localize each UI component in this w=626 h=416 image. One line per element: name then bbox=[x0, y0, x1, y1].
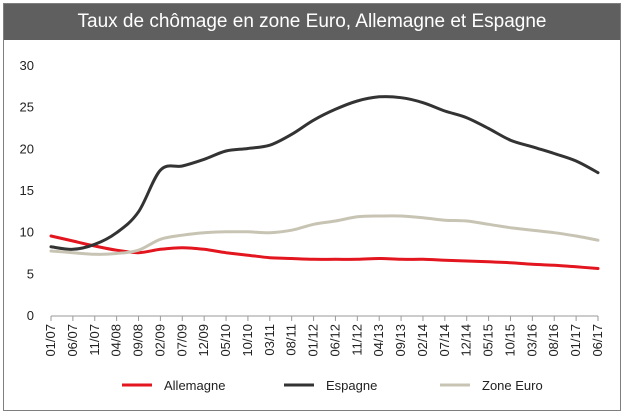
series-line-allemagne bbox=[49, 234, 600, 270]
x-tick-label: 02/09 bbox=[152, 324, 167, 357]
x-tick-label: 10/10 bbox=[240, 324, 255, 357]
x-tick-label: 06/17 bbox=[590, 324, 605, 357]
x-tick-label: 06/12 bbox=[327, 324, 342, 357]
chart-title: Taux de chômage en zone Euro, Allemagne … bbox=[4, 4, 620, 40]
x-tick-label: 03/16 bbox=[524, 324, 539, 357]
y-tick-label: 20 bbox=[20, 141, 34, 156]
x-tick-label: 05/15 bbox=[481, 324, 496, 357]
series-line-zone-euro bbox=[49, 214, 600, 256]
legend-label: Espagne bbox=[326, 378, 377, 393]
y-tick-label: 10 bbox=[20, 225, 34, 240]
y-tick-label: 30 bbox=[20, 58, 34, 73]
x-tick-label: 03/11 bbox=[262, 324, 277, 356]
legend: Allemagne Espagne Zone Euro bbox=[122, 378, 543, 393]
legend-label: Allemagne bbox=[164, 378, 225, 393]
y-tick-label: 25 bbox=[20, 100, 34, 115]
x-tick-label: 07/14 bbox=[437, 324, 452, 357]
y-tick-label: 5 bbox=[27, 266, 34, 281]
legend-label: Zone Euro bbox=[482, 378, 543, 393]
series-lines bbox=[49, 95, 600, 270]
x-tick-label: 01/07 bbox=[43, 324, 58, 357]
x-tick-label: 09/13 bbox=[393, 324, 408, 357]
x-tick-label: 09/08 bbox=[131, 324, 146, 357]
x-tick-label: 07/09 bbox=[174, 324, 189, 357]
x-tick-label: 02/14 bbox=[415, 324, 430, 357]
x-tick-label: 01/12 bbox=[306, 324, 321, 357]
chart-frame: Taux de chômage en zone Euro, Allemagne … bbox=[3, 3, 621, 411]
y-tick-label: 15 bbox=[20, 183, 34, 198]
x-tick-label: 06/07 bbox=[65, 324, 80, 357]
x-tick-label: 12/09 bbox=[196, 324, 211, 357]
series-line-espagne bbox=[49, 95, 600, 251]
x-tick-label: 05/10 bbox=[218, 324, 233, 357]
x-tick-label: 08/16 bbox=[546, 324, 561, 357]
x-tick-label: 11/07 bbox=[87, 324, 102, 356]
x-tick-label: 10/15 bbox=[502, 324, 517, 357]
x-tick-label: 11/12 bbox=[349, 324, 364, 356]
y-tick-label: 0 bbox=[27, 308, 34, 323]
x-tick-label: 04/08 bbox=[109, 324, 124, 357]
x-tick-label: 01/17 bbox=[568, 324, 583, 357]
x-tick-label: 04/13 bbox=[371, 324, 386, 357]
x-tick-label: 12/14 bbox=[459, 324, 474, 357]
axes: 0 5 10 15 20 25 30 01/07 06/07 11/07 04/08 09/08 02/… bbox=[20, 58, 605, 357]
x-tick-label: 08/11 bbox=[284, 324, 299, 356]
